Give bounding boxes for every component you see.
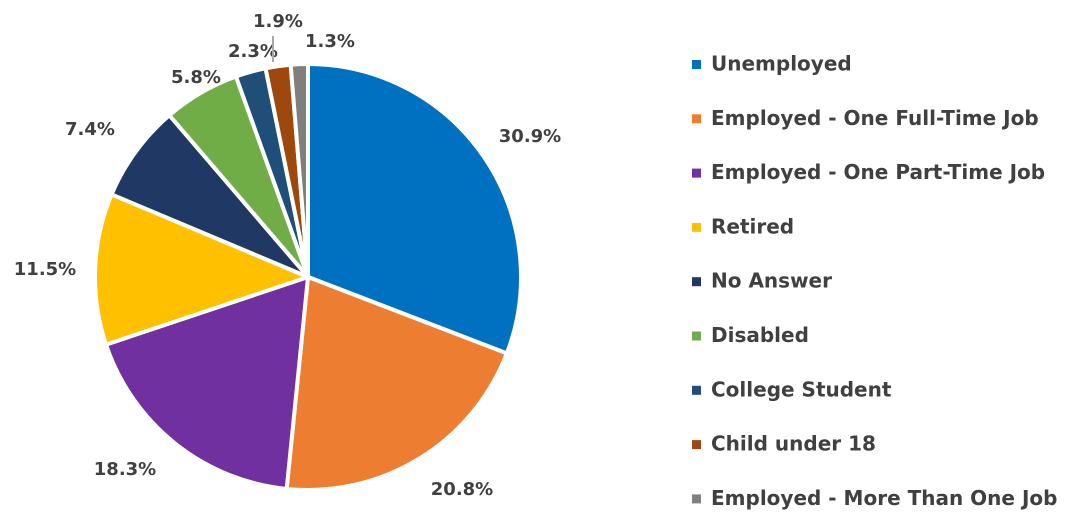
pie-slice	[306, 61, 523, 356]
data-label: 1.9%	[253, 11, 303, 32]
legend-swatch	[692, 494, 701, 504]
data-label: 5.8%	[171, 67, 221, 88]
data-label: 7.4%	[65, 119, 115, 140]
legend-swatch	[692, 222, 701, 232]
legend-label: Unemployed	[711, 52, 852, 76]
legend-swatch	[692, 60, 701, 69]
pie-slice	[93, 191, 314, 348]
legend-label: College Student	[711, 377, 892, 401]
data-label: 18.3%	[94, 459, 156, 480]
data-label: 11.5%	[14, 259, 76, 280]
legend-label: Employed - More Than One Job	[711, 486, 1057, 510]
legend-swatch	[692, 331, 701, 341]
pie-slice	[288, 61, 310, 278]
legend-label: No Answer	[711, 269, 832, 293]
data-label: 1.3%	[305, 31, 355, 52]
legend-swatch	[692, 277, 701, 287]
data-label: 30.9%	[499, 126, 561, 147]
pie-slice	[103, 274, 311, 492]
legend-swatch	[692, 168, 701, 178]
data-label: 2.3%	[228, 41, 278, 62]
legend-label: Disabled	[711, 323, 809, 347]
legend-label: Employed - One Part-Time Job	[711, 160, 1045, 184]
legend-swatch	[692, 114, 701, 124]
legend-label: Employed - One Full-Time Job	[711, 106, 1039, 130]
data-label: 20.8%	[431, 479, 493, 500]
pie-slice	[284, 274, 510, 492]
legend-label: Child under 18	[711, 432, 876, 456]
legend-swatch	[692, 385, 701, 395]
legend-swatch	[692, 440, 701, 450]
legend-label: Retired	[711, 214, 794, 238]
